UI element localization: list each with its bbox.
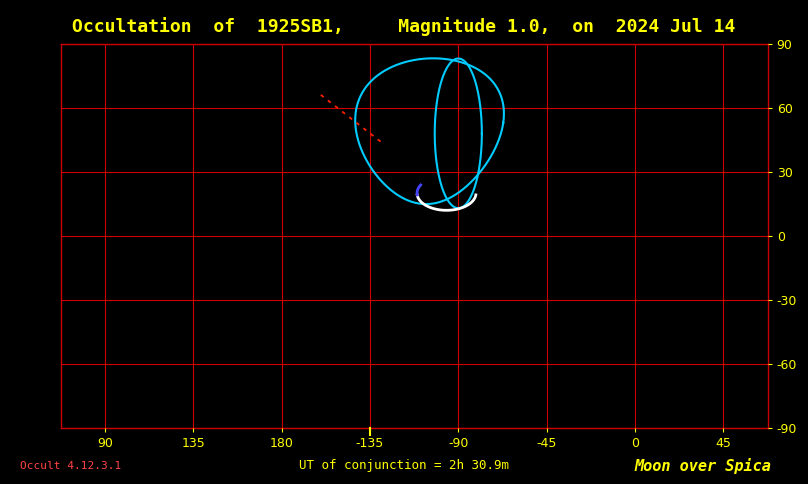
Text: Occultation  of  1925SB1,     Magnitude 1.0,  on  2024 Jul 14: Occultation of 1925SB1, Magnitude 1.0, o… (72, 17, 736, 36)
Text: Occult 4.12.3.1: Occult 4.12.3.1 (20, 461, 121, 470)
Text: Moon over Spica: Moon over Spica (634, 457, 772, 474)
Text: UT of conjunction = 2h 30.9m: UT of conjunction = 2h 30.9m (299, 459, 509, 472)
